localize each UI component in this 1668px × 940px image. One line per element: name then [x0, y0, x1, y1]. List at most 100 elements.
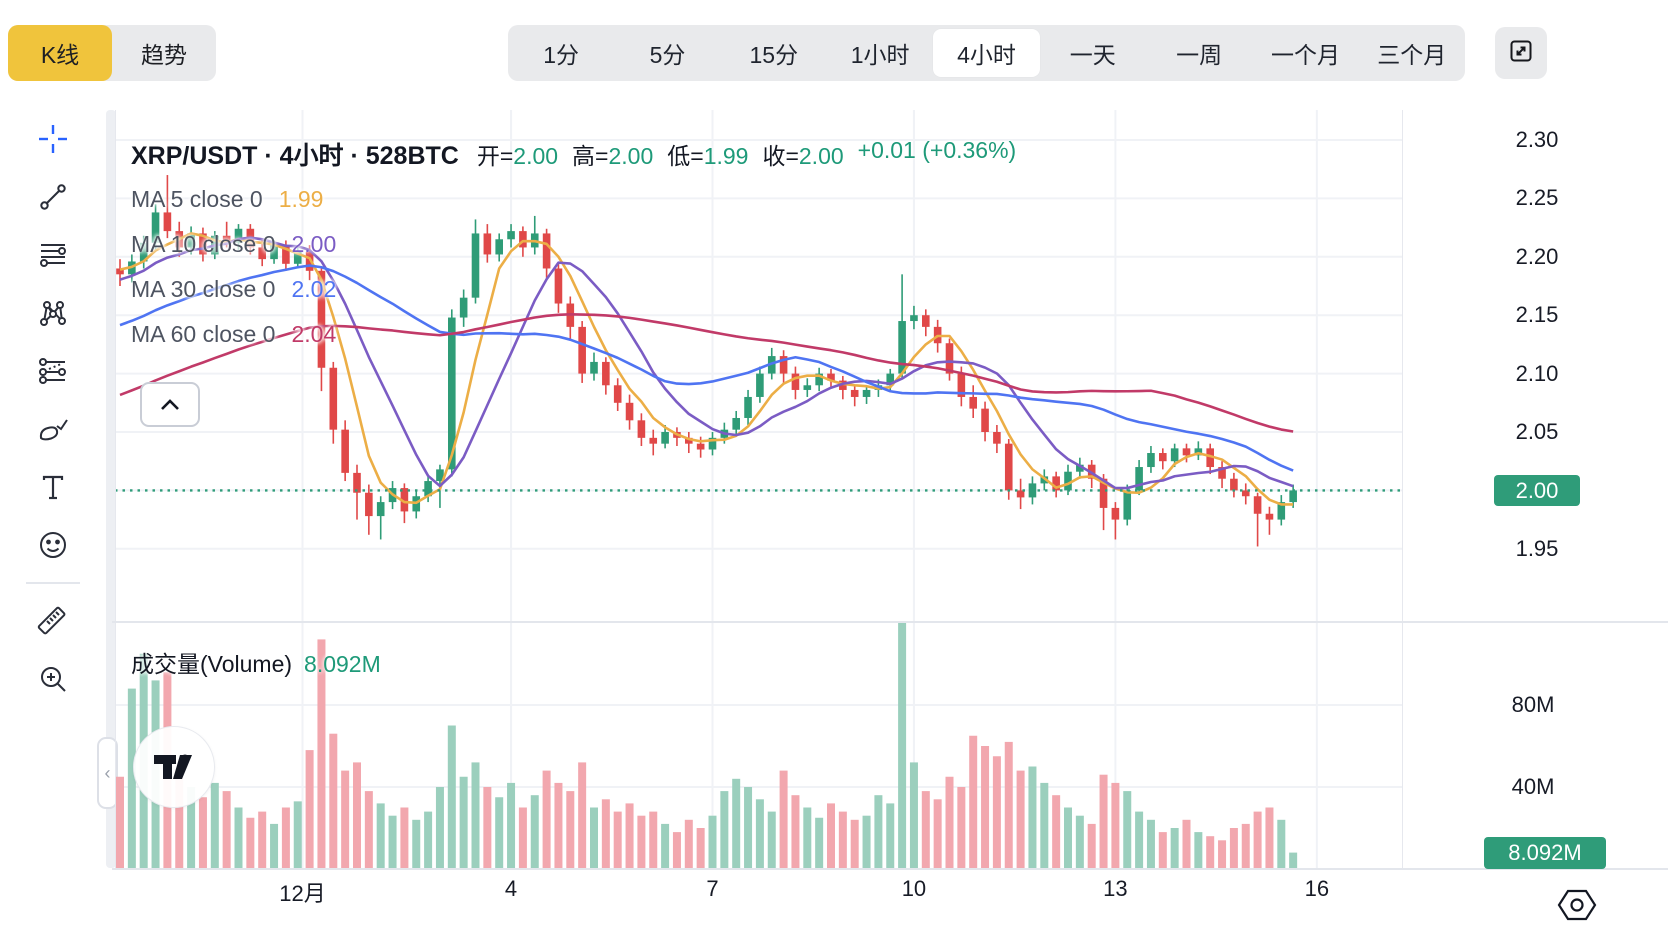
price-axis-label: 2.30: [1515, 127, 1559, 152]
candle: [1277, 502, 1286, 520]
timeframe-tab-2[interactable]: 5分: [649, 42, 686, 68]
volume-bar: [542, 770, 551, 869]
volume-bar: [1277, 819, 1286, 869]
timeframe-tab-4[interactable]: 1小时: [850, 42, 910, 68]
candle: [305, 252, 314, 271]
brush-tool[interactable]: [0, 400, 106, 458]
volume-bar: [1075, 815, 1084, 869]
volume-bar: [661, 823, 670, 869]
volume-label: 成交量(Volume): [131, 651, 293, 677]
volume-bar: [1111, 782, 1120, 869]
sidebar-collapse-tab[interactable]: ‹: [97, 737, 118, 809]
volume-bar: [293, 801, 302, 869]
ohlc-item: 低=1.99: [667, 143, 749, 169]
ma-line-5: [119, 232, 1294, 506]
last-volume-badge: 8.092M: [1484, 837, 1606, 869]
price-axis-label: 2.25: [1515, 185, 1559, 211]
volume-bar: [1229, 828, 1238, 869]
sidebar-gutter: [106, 110, 116, 868]
candle: [187, 233, 195, 248]
timeframe-tab-6[interactable]: 一天: [1069, 42, 1116, 68]
volume-bar: [590, 807, 598, 869]
text-icon: [42, 475, 64, 500]
candle: [803, 385, 812, 390]
volume-bar: [400, 807, 409, 869]
crosshair-tool[interactable]: [0, 110, 106, 168]
volume-bar: [376, 803, 385, 869]
ma-line-60: [119, 312, 1294, 433]
volume-bar: [258, 811, 267, 869]
legend-collapse-button[interactable]: [140, 382, 200, 427]
volume-bar: [744, 787, 753, 869]
candle: [1099, 478, 1108, 508]
emoji-tool[interactable]: [0, 516, 106, 574]
candle: [815, 373, 823, 386]
ruler-tool[interactable]: [0, 592, 106, 650]
text-tool[interactable]: [0, 458, 106, 516]
candle: [910, 315, 918, 322]
candle: [661, 432, 669, 444]
candle: [436, 469, 444, 482]
candle: [376, 502, 385, 517]
timeframe-tab-9[interactable]: 三个月: [1377, 42, 1447, 68]
volume-bar: [1087, 823, 1096, 869]
volume-bar: [815, 817, 824, 869]
volume-bar: [992, 756, 1001, 869]
horizontal-lines-icon: [40, 244, 66, 267]
candle: [554, 268, 563, 304]
volume-bar: [412, 819, 421, 869]
candle: [542, 233, 551, 269]
volume-bar: [364, 791, 373, 869]
volume-axis-label: 80M: [1511, 692, 1555, 717]
volume-bar: [424, 811, 433, 869]
candle: [1230, 478, 1238, 491]
volume-bar: [1194, 832, 1203, 869]
fullscreen-button[interactable]: [1495, 27, 1547, 79]
candle: [886, 373, 895, 386]
pitchfork-tool[interactable]: [0, 342, 106, 400]
chevron-left-icon: ‹: [104, 762, 111, 783]
candle: [791, 373, 800, 390]
price-axis-label: 2.10: [1515, 360, 1559, 386]
volume-bar: [755, 799, 764, 869]
pattern-icon: [40, 301, 66, 326]
time-axis-label: 16: [1304, 876, 1330, 901]
candle: [744, 396, 752, 418]
candle: [1218, 467, 1226, 479]
pattern-tool[interactable]: [0, 284, 106, 342]
volume-bar: [1289, 852, 1298, 869]
volume-bar: [791, 795, 800, 869]
candle: [969, 396, 977, 409]
volume-bar: [554, 782, 563, 869]
candle: [1111, 507, 1120, 520]
sidebar-divider: [26, 582, 80, 584]
chart-settings-button[interactable]: [1554, 886, 1600, 929]
panel-divider[interactable]: [112, 621, 1668, 623]
volume-legend: 成交量(Volume) 8.092M: [131, 645, 381, 679]
candle: [708, 437, 717, 450]
tab-trend[interactable]: 趋势: [141, 42, 187, 68]
volume-bar: [909, 762, 918, 869]
emoji-icon: [40, 532, 66, 558]
tab-kline[interactable]: K线: [8, 25, 112, 81]
timeframe-tab-7[interactable]: 一周: [1176, 42, 1223, 68]
timeframe-tab-8[interactable]: 一个月: [1270, 42, 1340, 68]
zoom-in-tool[interactable]: [0, 650, 106, 708]
volume-bar: [684, 819, 693, 869]
pitchfork-icon: [39, 358, 66, 384]
candle: [945, 343, 954, 374]
candle: [471, 233, 480, 298]
timeframe-tab-5[interactable]: 4小时: [933, 29, 1040, 77]
timeframe-tab-1[interactable]: 1分: [543, 42, 580, 68]
candle: [293, 252, 302, 264]
timeframe-tab-3[interactable]: 15分: [749, 42, 799, 68]
candle: [1064, 471, 1072, 491]
trend-line-tool[interactable]: [0, 168, 106, 226]
volume-bar: [921, 791, 930, 869]
price-change: +0.01 (+0.36%): [857, 137, 1017, 163]
candle: [353, 472, 361, 493]
candle: [282, 245, 290, 264]
horizontal-lines-tool[interactable]: [0, 226, 106, 284]
ma-line-30: [119, 264, 1294, 472]
